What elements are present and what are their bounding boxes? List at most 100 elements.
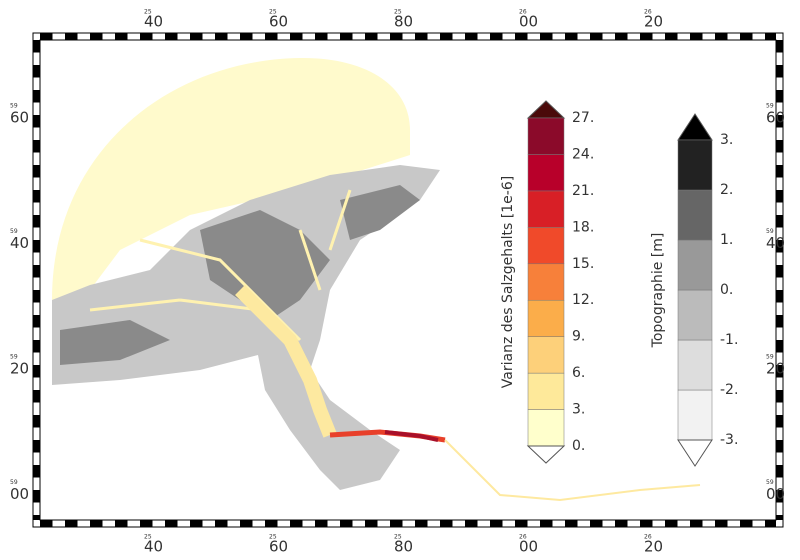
colorbar-label: 27.	[572, 110, 594, 126]
frame-check	[440, 520, 453, 527]
river	[444, 439, 701, 502]
frame-check	[540, 33, 553, 40]
frame-check	[265, 520, 278, 527]
frame-check	[776, 415, 783, 428]
frame-check	[390, 33, 403, 40]
frame-check	[715, 33, 728, 40]
x-label-prefix: 25	[394, 9, 402, 16]
frame-check	[776, 240, 783, 253]
colorbar-label: 0.	[572, 438, 585, 454]
colorbar-box	[527, 154, 565, 192]
frame-check	[140, 33, 153, 40]
coast-land	[52, 165, 440, 490]
frame-check	[33, 90, 40, 103]
frame-check	[465, 520, 478, 527]
y-label: 40	[10, 234, 29, 252]
frame-check	[315, 520, 328, 527]
frame-check	[776, 140, 783, 153]
colorbar-title: Topographie [m]	[650, 233, 666, 349]
x-label-prefix: 26	[644, 9, 652, 16]
frame-check	[215, 520, 228, 527]
colorbar-under	[526, 445, 566, 464]
colorbar-box	[677, 189, 713, 241]
channels	[89, 189, 352, 342]
estuary	[235, 285, 337, 438]
y-label-prefix: 59	[766, 228, 774, 235]
frame-check	[290, 520, 303, 527]
colorbar-box	[527, 299, 565, 337]
frame-check	[565, 520, 578, 527]
y-label: 20	[766, 360, 785, 378]
y-label: 00	[10, 485, 29, 503]
frame-check	[215, 33, 228, 40]
y-label: 60	[10, 109, 29, 127]
frame-check	[165, 33, 178, 40]
frame-check	[33, 290, 40, 303]
frame-check	[365, 33, 378, 40]
colorbar-over	[526, 100, 566, 119]
frame-check	[190, 520, 203, 527]
colorbar-label: 3.	[572, 402, 585, 418]
frame-check	[415, 33, 428, 40]
frame-check	[740, 33, 753, 40]
frame-check	[390, 520, 403, 527]
frame-check	[33, 165, 40, 178]
x-label-prefix: 25	[144, 534, 152, 541]
frame-check	[33, 465, 40, 478]
colorbar-box	[527, 227, 565, 265]
colorbar-label: -1.	[720, 332, 738, 348]
open-sea	[52, 57, 410, 300]
y-label: 20	[10, 360, 29, 378]
frame-check	[290, 33, 303, 40]
y-label: 60	[766, 109, 785, 127]
y-label-prefix: 59	[766, 479, 774, 486]
colorbar-box	[677, 239, 713, 291]
x-label: 20	[644, 13, 663, 31]
x-label-prefix: 26	[644, 534, 652, 541]
colorbar-label: 18.	[572, 219, 594, 235]
frame-check	[776, 40, 783, 53]
frame-check	[115, 520, 128, 527]
frame-check	[33, 215, 40, 228]
frame-check	[776, 390, 783, 403]
frame-check	[340, 33, 353, 40]
x-label: 80	[394, 13, 413, 31]
colorbar-label: 3.	[720, 132, 733, 148]
frame-check	[440, 33, 453, 40]
frame-check	[640, 33, 653, 40]
frame-check	[776, 90, 783, 103]
frame-check	[33, 315, 40, 328]
x-label-prefix: 25	[144, 9, 152, 16]
x-label-prefix: 26	[519, 9, 527, 16]
frame-check	[340, 520, 353, 527]
colorbar-label: -2.	[720, 382, 738, 398]
colorbar-box	[677, 139, 713, 191]
frame-check	[33, 240, 40, 253]
frame-check	[690, 33, 703, 40]
y-label-prefix: 59	[10, 228, 18, 235]
frame-check	[776, 490, 783, 503]
frame-check	[665, 33, 678, 40]
frame-check	[776, 65, 783, 78]
frame-check	[33, 40, 40, 53]
x-label: 60	[269, 538, 288, 556]
frame-check	[615, 33, 628, 40]
frame-check	[90, 520, 103, 527]
frame-check	[140, 520, 153, 527]
colorbar-label: 9.	[572, 329, 585, 345]
frame-check	[615, 520, 628, 527]
frame-check	[40, 520, 53, 527]
frame-check	[776, 365, 783, 378]
colorbar-label: 0.	[720, 282, 733, 298]
frame-check	[33, 390, 40, 403]
y-label-prefix: 59	[766, 103, 774, 110]
frame-check	[515, 33, 528, 40]
colorbar-label: 24.	[572, 146, 594, 162]
colorbar-label: 12.	[572, 292, 594, 308]
frame-check	[365, 520, 378, 527]
x-label: 40	[144, 538, 163, 556]
x-label-prefix: 25	[269, 534, 277, 541]
frame-check	[776, 215, 783, 228]
colorbar-title: Varianz des Salzgehalts [1e-6]	[500, 176, 516, 388]
